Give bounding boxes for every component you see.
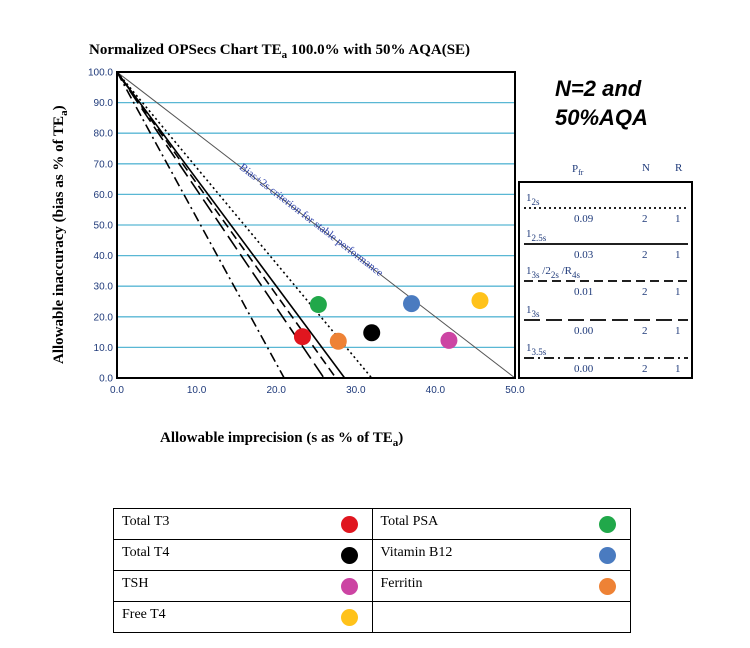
legend-dot-icon <box>340 516 358 533</box>
rule-label: 13.5s <box>526 342 547 357</box>
rule-pfr: 0.00 <box>574 325 594 337</box>
y-axis-title: Allowable inaccuracy (bias as % of TEa) <box>51 105 70 364</box>
rules-row: 13s /22s /R4s 0.01 2 1 <box>524 265 688 298</box>
rule-line-dotted <box>116 71 373 379</box>
y-tick-label: 10.0 <box>94 343 114 354</box>
rule-r: 1 <box>675 325 681 337</box>
rule-n: 2 <box>642 325 648 337</box>
header-r: R <box>675 162 683 174</box>
rules-table-header: Pfr N R <box>572 162 683 177</box>
rule-n: 2 <box>642 249 648 261</box>
point-vitamin-b12 <box>403 295 421 313</box>
rule-lines <box>116 71 516 379</box>
point-total-psa <box>309 296 327 314</box>
legend-dot-icon <box>340 609 358 626</box>
legend-cell: Total T4 <box>113 539 373 571</box>
rule-line-long-dash <box>116 71 325 379</box>
rule-pfr: 0.01 <box>574 286 593 298</box>
rule-pfr: 0.09 <box>574 213 594 225</box>
x-tick-label: 10.0 <box>187 385 207 396</box>
legend-dot-icon <box>340 578 358 595</box>
legend-cell: Free T4 <box>113 601 373 633</box>
legend-cell: Ferritin <box>371 570 631 602</box>
rules-row: 12s 0.09 2 1 <box>524 192 688 225</box>
legend-dot-icon <box>599 547 616 564</box>
header-n: N <box>642 162 650 174</box>
rules-table-box <box>518 181 693 379</box>
y-tick-label: 70.0 <box>94 159 114 170</box>
x-tick-label: 0.0 <box>110 385 124 396</box>
y-tick-label: 30.0 <box>94 282 114 293</box>
rule-line-dashed <box>116 71 337 379</box>
rule-label: 12.5s <box>526 228 547 243</box>
rule-label: 13s /22s /R4s <box>526 265 581 280</box>
x-axis-title: Allowable imprecision (s as % of TEa) <box>160 430 403 449</box>
legend-cell <box>371 601 631 633</box>
legend-label: Free T4 <box>122 607 166 622</box>
legend-label: Total T4 <box>122 545 170 560</box>
plot-frame <box>116 71 516 379</box>
legend-cell: TSH <box>113 570 373 602</box>
y-tick-labels: 0.0 10.0 20.0 30.0 40.0 50.0 60.0 70.0 80.0 90.0 1… <box>88 68 113 385</box>
point-ferritin <box>329 332 347 350</box>
rule-n: 2 <box>642 363 648 375</box>
x-tick-label: 40.0 <box>426 385 446 396</box>
point-free-t4 <box>471 292 489 310</box>
y-tick-label: 0.0 <box>99 374 113 385</box>
rule-line-dash-dot <box>116 71 285 379</box>
opspecs-chart: 0.010.020.030.040.050.060.070.080.090.01… <box>51 42 693 449</box>
x-tick-label: 50.0 <box>505 385 525 396</box>
note-line-2: 50%AQA <box>555 105 648 130</box>
legend-dot-icon <box>340 547 358 564</box>
y-tick-label: 40.0 <box>94 251 114 262</box>
legend-table: Total T3 Total PSA Total T4 Vitamin B12 TSH F… <box>113 508 631 633</box>
rule-pfr: 0.03 <box>574 249 594 261</box>
point-tsh <box>440 331 458 349</box>
note-line-1: N=2 and <box>555 76 642 101</box>
legend-label: Vitamin B12 <box>380 545 453 560</box>
legend-dot-icon <box>599 516 616 533</box>
legend-label: Ferritin <box>380 576 423 591</box>
chart-title: Normalized OPSecs Chart TEa 100.0% with … <box>89 42 470 61</box>
legend-label: TSH <box>122 576 149 591</box>
stable-criterion-line <box>116 71 516 379</box>
data-points <box>293 292 489 350</box>
rule-n: 2 <box>642 286 648 298</box>
legend-label: Total T3 <box>122 514 170 529</box>
rule-r: 1 <box>675 249 681 261</box>
rule-r: 1 <box>675 363 681 375</box>
point-total-t3 <box>293 328 311 346</box>
rule-pfr: 0.00 <box>574 363 594 375</box>
x-tick-label: 30.0 <box>346 385 366 396</box>
header-pfr: Pfr <box>572 163 584 177</box>
x-tick-labels: 0.0 10.0 20.0 30.0 40.0 50.0 <box>110 385 525 396</box>
legend-cell: Vitamin B12 <box>371 539 631 571</box>
stable-criterion-annotation: Bias+2s criterion for stable performance <box>237 161 385 279</box>
y-tick-label: 20.0 <box>94 312 114 323</box>
legend-cell: Total T3 <box>113 508 373 540</box>
y-tick-label: 80.0 <box>94 129 114 140</box>
legend-dot-icon <box>599 578 616 595</box>
rule-label: 13s <box>526 304 540 319</box>
rules-row: 12.5s 0.03 2 1 <box>524 228 688 261</box>
rule-line-solid <box>116 71 346 379</box>
point-total-t4 <box>363 324 381 342</box>
rule-r: 1 <box>675 286 681 298</box>
rule-label: 12s <box>526 192 540 207</box>
y-tick-label: 90.0 <box>94 98 114 109</box>
rule-n: 2 <box>642 213 648 225</box>
rule-r: 1 <box>675 213 681 225</box>
rules-row: 13.5s 0.00 2 1 <box>524 342 688 375</box>
y-tick-label: 60.0 <box>94 190 114 201</box>
rules-row: 13s 0.00 2 1 <box>524 304 688 337</box>
y-tick-label: 100.0 <box>88 68 113 79</box>
legend-cell: Total PSA <box>371 508 631 540</box>
legend-label: Total PSA <box>380 514 439 529</box>
x-tick-label: 20.0 <box>266 385 286 396</box>
y-tick-label: 50.0 <box>94 221 114 232</box>
